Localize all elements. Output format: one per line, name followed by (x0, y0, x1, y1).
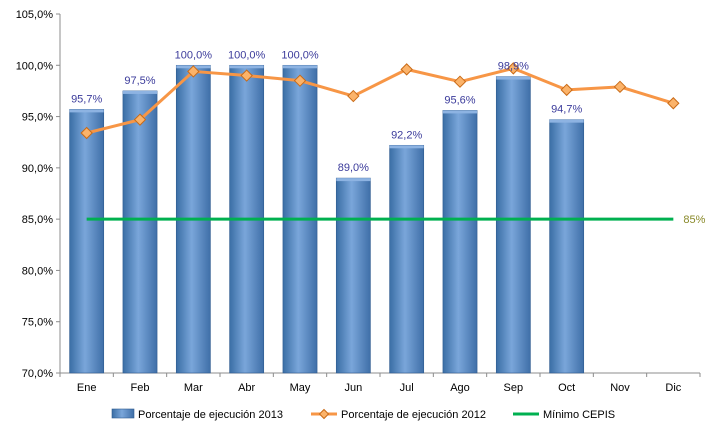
line-2012-point (613, 80, 627, 94)
legend-label: Mínimo CEPIS (543, 409, 615, 421)
x-tick-label: Mar (184, 382, 203, 394)
y-tick-label: 90,0% (22, 163, 53, 175)
x-tick-label: Jul (400, 382, 414, 394)
bar-top-highlight (549, 119, 584, 123)
bar-data-label: 100,0% (281, 49, 319, 61)
y-tick-label: 105,0% (16, 9, 54, 21)
bar-data-label: 97,5% (124, 75, 155, 87)
bar-top-highlight (282, 65, 318, 69)
bar-top-highlight (122, 90, 158, 94)
bar (69, 109, 105, 374)
bar (442, 110, 478, 374)
x-tick-label: Ene (77, 382, 97, 394)
x-tick-label: Dic (665, 382, 681, 394)
legend-swatch-marker (318, 408, 330, 420)
x-tick-label: Abr (238, 382, 255, 394)
x-tick-label: Feb (131, 382, 150, 394)
line-2012-point (187, 65, 200, 78)
legend-item-2013: Porcentaje de ejecución 2013 (111, 408, 283, 421)
y-tick-label: 85,0% (22, 214, 53, 226)
legend-label: Porcentaje de ejecución 2013 (138, 409, 283, 421)
y-tick-label: 95,0% (22, 112, 53, 124)
axes: 70,0% 75,0% 80,0% 85,0% 90,0% 95,0% 100,0% 105,… (16, 9, 701, 394)
bar (335, 177, 371, 374)
bar-top-highlight (389, 145, 424, 149)
line-2012 (86, 66, 674, 135)
bar-top-highlight (229, 65, 264, 69)
data-labels: 95,7% 97,5% 100,0% 100,0% 100,0% 89,0% 92,2% 95… (71, 49, 706, 226)
legend: Porcentaje de ejecución 2013 Porcentaje d… (111, 408, 615, 421)
bar-data-label: 100,0% (228, 49, 266, 61)
y-tick-label: 80,0% (22, 265, 53, 277)
legend-item-minimo: Mínimo CEPIS (513, 409, 615, 421)
y-tick-label: 100,0% (16, 60, 54, 72)
line-2012-point (560, 83, 573, 97)
reference-end-label: 85% (683, 214, 705, 226)
bar-data-label: 89,0% (338, 162, 369, 174)
bar-data-label: 95,7% (71, 93, 102, 105)
legend-label: Porcentaje de ejecución 2012 (341, 409, 486, 421)
line-2012-point (453, 75, 467, 88)
x-tick-label: Nov (610, 382, 630, 394)
line-2012-point (80, 126, 93, 140)
line-2012-point (507, 62, 520, 75)
bar-top-highlight (69, 109, 104, 113)
legend-swatch-bar (111, 408, 135, 419)
x-tick-label: Ago (450, 382, 470, 394)
bar-data-label: 94,7% (551, 104, 582, 116)
bar-top-highlight (442, 110, 478, 114)
bar-data-label: 92,2% (391, 129, 422, 141)
bar (549, 119, 585, 374)
legend-item-2012: Porcentaje de ejecución 2012 (311, 408, 486, 421)
x-tick-label: May (290, 382, 311, 394)
bar (122, 90, 158, 374)
bar-data-label: 98,9% (498, 61, 529, 73)
line-2012-point (667, 97, 680, 110)
bar-data-label: 100,0% (175, 49, 213, 61)
bar-data-label: 95,6% (444, 94, 475, 106)
line-2012-point (133, 113, 147, 126)
bar-top-highlight (336, 178, 371, 182)
y-tick-label: 70,0% (22, 368, 53, 380)
y-tick-label: 75,0% (22, 317, 53, 329)
line-2012-point (347, 89, 360, 103)
bar (389, 144, 425, 374)
bar-top-highlight (496, 76, 531, 80)
x-tick-label: Sep (504, 382, 524, 394)
bar (495, 76, 531, 374)
x-tick-label: Jun (344, 382, 362, 394)
line-2012-point (400, 63, 413, 76)
line-2012-point (240, 69, 253, 82)
line-series (80, 62, 680, 221)
x-tick-label: Oct (558, 382, 575, 394)
line-2012-point (293, 74, 307, 87)
